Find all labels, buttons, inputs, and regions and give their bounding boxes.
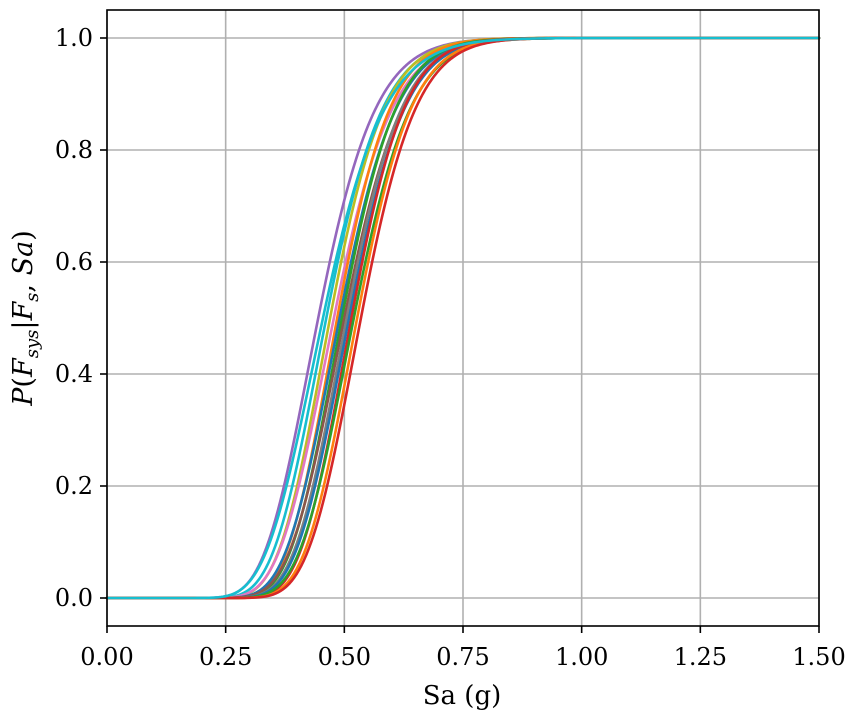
- y-tick-label: 0.2: [55, 472, 93, 500]
- x-tick-label: 0.75: [436, 643, 489, 671]
- x-tick-label: 0.50: [318, 643, 371, 671]
- y-tick-label: 0.4: [55, 360, 93, 388]
- tick-marks: [100, 37, 820, 633]
- fragility-curve: [105, 36, 821, 600]
- x-tick-label: 1.50: [792, 643, 845, 671]
- x-tick-label: 1.25: [674, 643, 727, 671]
- x-tick-label: 1.00: [555, 643, 608, 671]
- y-tick-label: 0.8: [55, 136, 93, 164]
- y-tick-label: 1.0: [55, 24, 93, 52]
- fragility-curves: [105, 36, 821, 600]
- x-axis-label: Sa (g): [423, 681, 502, 711]
- grid-lines: [106, 10, 820, 626]
- x-tick-label: 0.25: [199, 643, 252, 671]
- tick-labels: 0.00 0.25 0.50 0.75 1.00 1.25 1.50 0.0 0.2 0.4 0.6…: [55, 24, 846, 671]
- y-tick-label: 0.6: [55, 248, 93, 276]
- y-axis-label: P(Fsys|Fs, Sa): [8, 230, 43, 407]
- y-tick-label: 0.0: [55, 584, 93, 612]
- x-tick-label: 0.00: [80, 643, 133, 671]
